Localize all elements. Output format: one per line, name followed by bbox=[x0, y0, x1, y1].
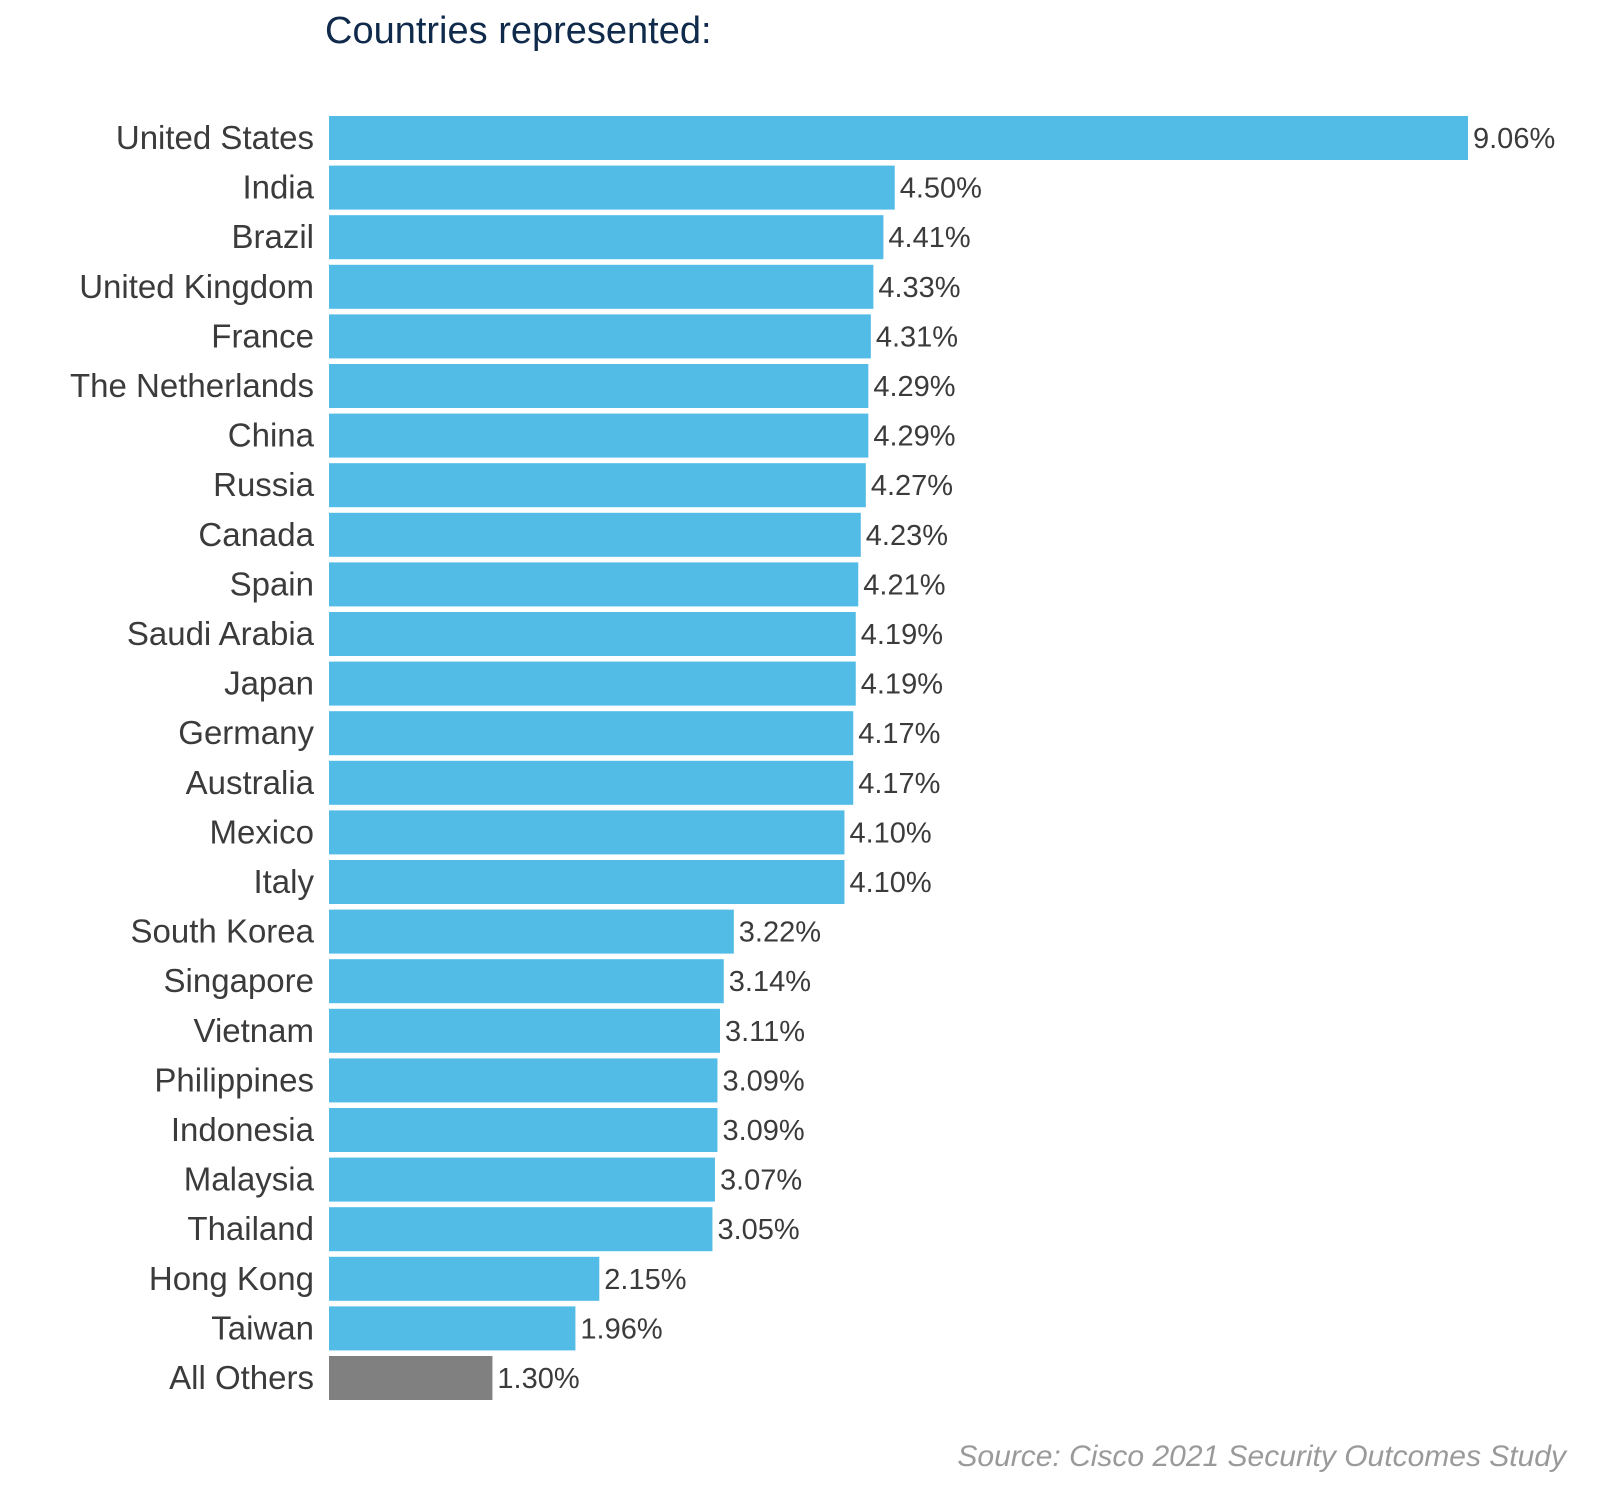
category-label: Malaysia bbox=[184, 1161, 315, 1198]
bar-saudi-arabia bbox=[329, 612, 856, 656]
category-label: United States bbox=[116, 119, 314, 156]
value-label: 4.21% bbox=[863, 569, 945, 601]
category-label: Spain bbox=[230, 565, 314, 602]
bar-thailand bbox=[329, 1207, 713, 1252]
bar-spain bbox=[329, 562, 859, 607]
bar-germany bbox=[329, 711, 854, 756]
value-label: 4.27% bbox=[871, 470, 953, 502]
category-label: Canada bbox=[198, 516, 314, 553]
bar-south-korea bbox=[329, 909, 734, 954]
bar-vietnam bbox=[329, 1008, 720, 1053]
category-label: Germany bbox=[178, 714, 314, 751]
value-label: 3.05% bbox=[717, 1214, 799, 1246]
bar-italy bbox=[329, 860, 845, 904]
value-label: 4.19% bbox=[861, 669, 943, 701]
category-label: Italy bbox=[253, 863, 314, 900]
value-label: 4.17% bbox=[858, 718, 940, 750]
value-label: 4.29% bbox=[873, 421, 955, 453]
value-label: 3.09% bbox=[722, 1115, 804, 1147]
bar-united-kingdom bbox=[329, 264, 874, 309]
value-label: 3.22% bbox=[739, 917, 821, 949]
value-label: 4.29% bbox=[873, 371, 955, 403]
category-label: Vietnam bbox=[194, 1012, 314, 1049]
category-label: Hong Kong bbox=[149, 1260, 314, 1297]
bar-japan bbox=[329, 661, 856, 706]
bar-brazil bbox=[329, 215, 884, 260]
category-label: Thailand bbox=[187, 1210, 314, 1247]
value-label: 4.31% bbox=[876, 321, 958, 353]
value-label: 4.33% bbox=[878, 272, 960, 304]
value-label: 4.41% bbox=[888, 222, 970, 254]
category-label: Japan bbox=[224, 665, 314, 702]
bar-taiwan bbox=[329, 1306, 576, 1351]
value-label: 9.06% bbox=[1473, 123, 1555, 155]
category-label: Brazil bbox=[231, 218, 314, 255]
bar-russia bbox=[329, 463, 866, 508]
bar-india bbox=[329, 165, 895, 210]
category-label: All Others bbox=[169, 1359, 314, 1396]
value-label: 3.07% bbox=[720, 1165, 802, 1197]
bar-malaysia bbox=[329, 1157, 715, 1202]
value-label: 2.15% bbox=[604, 1264, 686, 1296]
bar-the-netherlands bbox=[329, 364, 869, 408]
category-label: China bbox=[228, 417, 315, 454]
bar-singapore bbox=[329, 959, 724, 1004]
category-label: Saudi Arabia bbox=[127, 615, 315, 652]
category-label: Singapore bbox=[164, 962, 314, 999]
value-label: 1.30% bbox=[497, 1363, 579, 1395]
category-label: South Korea bbox=[131, 913, 315, 950]
bar-philippines bbox=[329, 1058, 718, 1103]
bar-france bbox=[329, 314, 871, 359]
bar-hong-kong bbox=[329, 1256, 600, 1301]
value-label: 3.14% bbox=[729, 966, 811, 998]
category-label: France bbox=[211, 317, 314, 354]
bar-all-others bbox=[329, 1356, 493, 1400]
category-label: Indonesia bbox=[171, 1111, 315, 1148]
value-label: 1.96% bbox=[580, 1313, 662, 1345]
source-note: Source: Cisco 2021 Security Outcomes Stu… bbox=[957, 1440, 1566, 1473]
bar-mexico bbox=[329, 810, 845, 855]
value-label: 3.11% bbox=[725, 1016, 805, 1048]
category-label: Taiwan bbox=[211, 1309, 314, 1346]
category-label: United Kingdom bbox=[79, 268, 314, 305]
bar-australia bbox=[329, 760, 854, 805]
category-label: Russia bbox=[213, 466, 315, 503]
value-label: 4.10% bbox=[849, 867, 931, 899]
value-label: 4.19% bbox=[861, 619, 943, 651]
category-label: India bbox=[242, 169, 314, 206]
bar-united-states bbox=[329, 116, 1468, 160]
value-label: 4.17% bbox=[858, 768, 940, 800]
chart-title: Countries represented: bbox=[325, 10, 712, 52]
bar-indonesia bbox=[329, 1108, 718, 1152]
value-label: 4.23% bbox=[866, 520, 948, 552]
category-label: Mexico bbox=[209, 813, 314, 850]
category-label: The Netherlands bbox=[70, 367, 314, 404]
bar-canada bbox=[329, 512, 861, 557]
category-label: Australia bbox=[186, 764, 315, 801]
bar-china bbox=[329, 413, 869, 458]
value-label: 4.10% bbox=[849, 817, 931, 849]
category-label: Philippines bbox=[154, 1061, 314, 1098]
value-label: 3.09% bbox=[722, 1065, 804, 1097]
value-label: 4.50% bbox=[900, 173, 982, 205]
